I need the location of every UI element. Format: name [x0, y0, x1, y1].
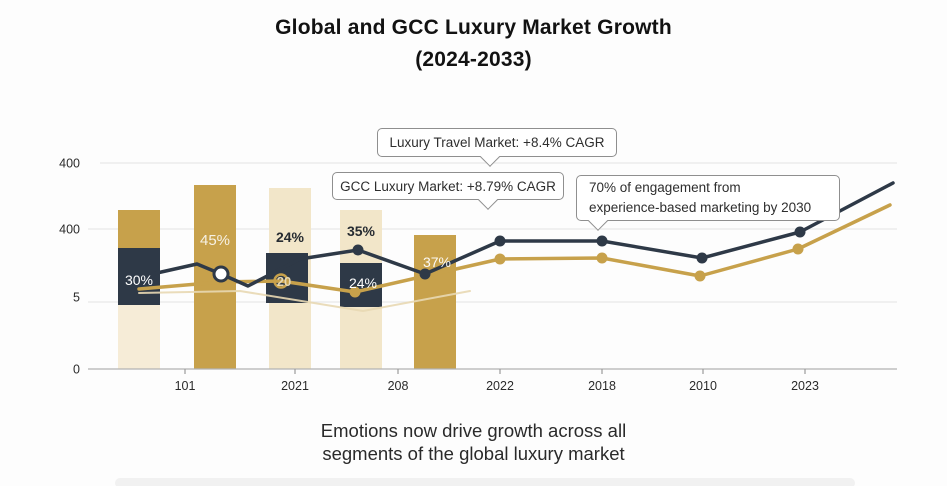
callout-engagement: 70% of engagement from experience-based …: [576, 175, 840, 231]
chart-caption-line2: segments of the global luxury market: [322, 443, 625, 465]
y-axis-label: 400: [59, 157, 80, 171]
bar-value-label: 45%: [200, 232, 230, 249]
callout-engagement-text-line1: 70% of engagement from: [589, 180, 741, 196]
callout-engagement-text-line2: experience-based marketing by 2030: [589, 200, 812, 215]
x-axis-label: 208: [388, 379, 409, 393]
stacked-bar-1: [118, 305, 160, 369]
x-axis-label: 2018: [588, 379, 616, 393]
data-point-marker: [494, 253, 506, 265]
chart-caption-line1: Emotions now drive growth across all: [320, 420, 627, 441]
data-point-marker: [494, 235, 506, 247]
x-axis-label: 2010: [689, 379, 717, 393]
data-point-marker: [352, 244, 364, 256]
y-axis-label: 5: [73, 291, 80, 305]
data-point-marker: [212, 265, 230, 283]
data-point-marker: [349, 286, 361, 298]
data-point-marker: [794, 226, 806, 238]
data-point-marker: [694, 270, 706, 282]
bar-value-label: 35%: [347, 223, 376, 239]
y-axis-label: 400: [59, 223, 80, 237]
data-point-marker: [696, 252, 708, 264]
stacked-bar-1: [118, 210, 160, 248]
callout-luxury-travel-market: Luxury Travel Market: +8.4% CAGR: [377, 128, 617, 167]
y-axis-label: 0: [73, 363, 80, 377]
chart-title: Global and GCC Luxury Market Growth (202…: [0, 12, 947, 75]
callout-gcc-luxury-market: GCC Luxury Market: +8.79% CAGR: [332, 172, 564, 210]
bar-value-label: 24%: [276, 229, 305, 245]
x-axis-label: 2022: [486, 379, 514, 393]
x-axis-label: 101: [175, 379, 196, 393]
x-axis-label: 2021: [281, 379, 309, 393]
bar-value-label: 37%: [423, 254, 451, 270]
bar-value-label: 20: [277, 274, 291, 289]
footer-bar: [115, 478, 855, 486]
x-axis-label: 2023: [791, 379, 819, 393]
data-point-marker: [792, 243, 804, 255]
ghost-line: [138, 290, 471, 312]
data-point-marker: [596, 252, 608, 264]
data-point-marker: [273, 273, 289, 289]
chart-title-line1: Global and GCC Luxury Market Growth: [275, 16, 672, 39]
chart-caption: Emotions now drive growth across all seg…: [0, 419, 947, 465]
data-point-marker: [419, 268, 431, 280]
data-point-marker: [596, 235, 608, 247]
bar-value-label: 24%: [349, 275, 377, 291]
callout-luxury-travel-text: Luxury Travel Market: +8.4% CAGR: [389, 135, 605, 150]
beige-bar-4: [340, 263, 382, 307]
bar-value-label: 30%: [125, 272, 153, 288]
chart-title-line2: (2024-2033): [415, 47, 532, 71]
gold-bar-5: [414, 235, 456, 369]
callout-gcc-luxury-text: GCC Luxury Market: +8.79% CAGR: [340, 178, 556, 194]
